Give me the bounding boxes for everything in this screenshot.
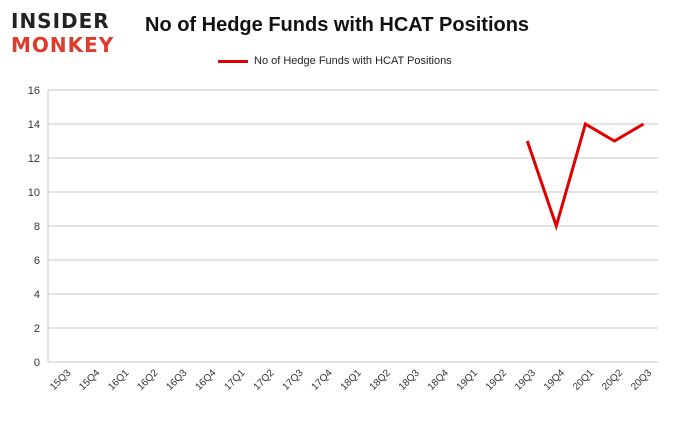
logo-line-monkey: MONKEY bbox=[11, 33, 114, 56]
legend-swatch bbox=[218, 59, 248, 63]
chart-legend: No of Hedge Funds with HCAT Positions bbox=[218, 55, 452, 67]
x-tick-label: 17Q1 bbox=[223, 367, 248, 392]
y-tick-label: 14 bbox=[28, 119, 40, 131]
grid-lines bbox=[47, 89, 658, 363]
x-tick-label: 16Q1 bbox=[106, 367, 131, 392]
x-tick-labels: 15Q3 15Q4 16Q1 16Q2 16Q3 16Q4 17Q1 17Q2 17Q3 17Q4… bbox=[48, 367, 654, 392]
y-tick-label: 16 bbox=[28, 85, 40, 97]
y-tick-label: 6 bbox=[34, 255, 40, 267]
x-tick-label: 16Q4 bbox=[193, 367, 218, 392]
y-tick-labels: 0 2 4 6 8 10 12 14 16 bbox=[28, 85, 40, 369]
x-tick-label: 17Q3 bbox=[281, 367, 306, 392]
x-tick-label: 17Q2 bbox=[252, 367, 277, 392]
x-tick-label: 20Q3 bbox=[629, 367, 654, 392]
x-tick-label: 16Q3 bbox=[164, 367, 189, 392]
x-tick-label: 15Q4 bbox=[77, 367, 102, 392]
x-tick-label: 18Q1 bbox=[339, 367, 364, 392]
x-tick-label: 20Q1 bbox=[571, 367, 596, 392]
chart-title: No of Hedge Funds with HCAT Positions bbox=[145, 14, 530, 36]
insider-monkey-logo: INSIDER MONKEY bbox=[11, 9, 114, 56]
x-tick-label: 18Q4 bbox=[426, 367, 451, 392]
series-lines bbox=[525, 121, 645, 232]
x-tick-label: 17Q4 bbox=[310, 367, 335, 392]
x-tick-label: 15Q3 bbox=[48, 367, 73, 392]
y-tick-label: 0 bbox=[34, 357, 40, 369]
x-tick-label: 19Q3 bbox=[513, 367, 538, 392]
legend-label: No of Hedge Funds with HCAT Positions bbox=[254, 55, 452, 67]
x-tick-label: 19Q4 bbox=[542, 367, 567, 392]
series-line bbox=[525, 121, 645, 232]
y-tick-label: 12 bbox=[28, 153, 40, 165]
y-tick-label: 8 bbox=[34, 221, 40, 233]
x-tick-label: 20Q2 bbox=[600, 367, 625, 392]
logo-line-insider: INSIDER bbox=[11, 9, 110, 33]
y-tick-label: 10 bbox=[28, 187, 40, 199]
x-tick-label: 18Q2 bbox=[368, 367, 393, 392]
x-tick-label: 16Q2 bbox=[135, 367, 160, 392]
x-tick-label: 19Q1 bbox=[455, 367, 480, 392]
y-tick-label: 4 bbox=[34, 289, 40, 301]
y-tick-label: 2 bbox=[34, 323, 40, 335]
x-tick-label: 19Q2 bbox=[484, 367, 509, 392]
x-tick-label: 18Q3 bbox=[397, 367, 422, 392]
